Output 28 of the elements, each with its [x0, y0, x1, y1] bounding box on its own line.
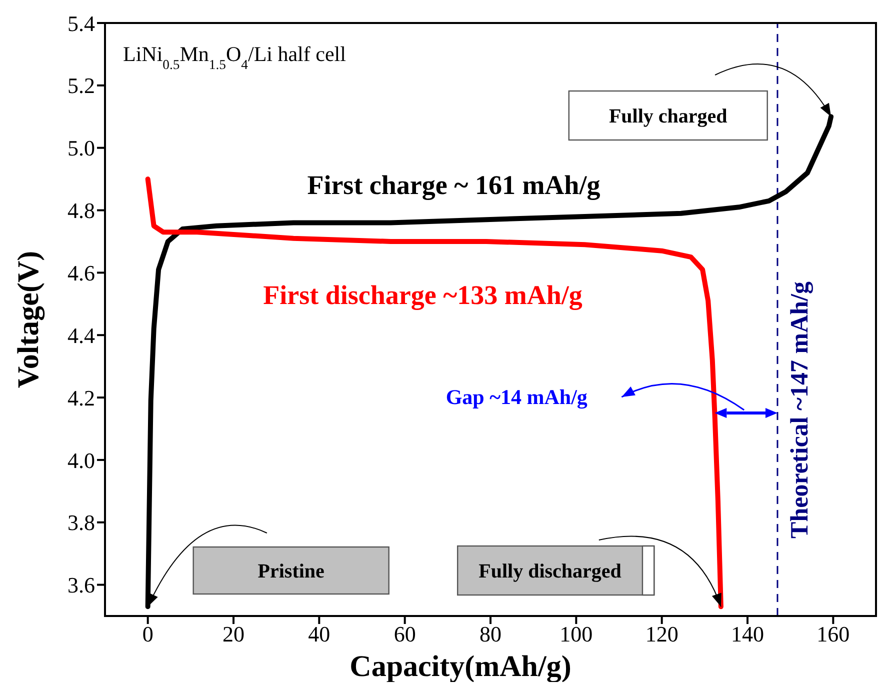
- annotation: LiNi$_{0.5}$Mn$_{1.5}$O$_{4}$/Li half cell: [123, 42, 346, 72]
- annotation: Pristine: [258, 560, 325, 582]
- x-tick-label: 100: [560, 622, 593, 647]
- y-tick-label: 4.0: [68, 448, 95, 473]
- y-tick-label: 5.4: [68, 10, 95, 36]
- y-tick-label: 5.0: [68, 136, 95, 161]
- y-axis-title: Voltage(V): [12, 250, 45, 388]
- series-label: First discharge ~133 mAh/g: [263, 280, 583, 310]
- y-tick-label: 3.6: [68, 572, 95, 598]
- y-tick-label: 3.8: [68, 510, 95, 536]
- x-tick-label: 0: [142, 622, 154, 647]
- x-tick-label: 60: [394, 622, 416, 647]
- y-tick-label: 5.2: [68, 73, 95, 98]
- x-tick-label: 40: [308, 622, 330, 647]
- x-tick-label: 80: [480, 622, 502, 647]
- x-tick-label: 140: [731, 622, 764, 647]
- x-tick-label: 120: [645, 622, 678, 647]
- y-tick-label: 4.8: [68, 198, 95, 224]
- annotation: Fully charged: [608, 106, 728, 128]
- x-tick-label: 20: [222, 622, 244, 647]
- annotation: Gap ~14 mAh/g: [446, 385, 588, 409]
- y-tick-label: 4.6: [68, 260, 95, 286]
- annotation: Fully discharged: [478, 560, 622, 582]
- x-tick-label: 160: [816, 622, 850, 647]
- y-tick-label: 4.2: [68, 385, 95, 410]
- ref-line-label: Theoretical ~147 mAh/g: [786, 281, 814, 538]
- y-tick-label: 4.4: [68, 322, 95, 348]
- series-label: First charge ~ 161 mAh/g: [307, 170, 601, 200]
